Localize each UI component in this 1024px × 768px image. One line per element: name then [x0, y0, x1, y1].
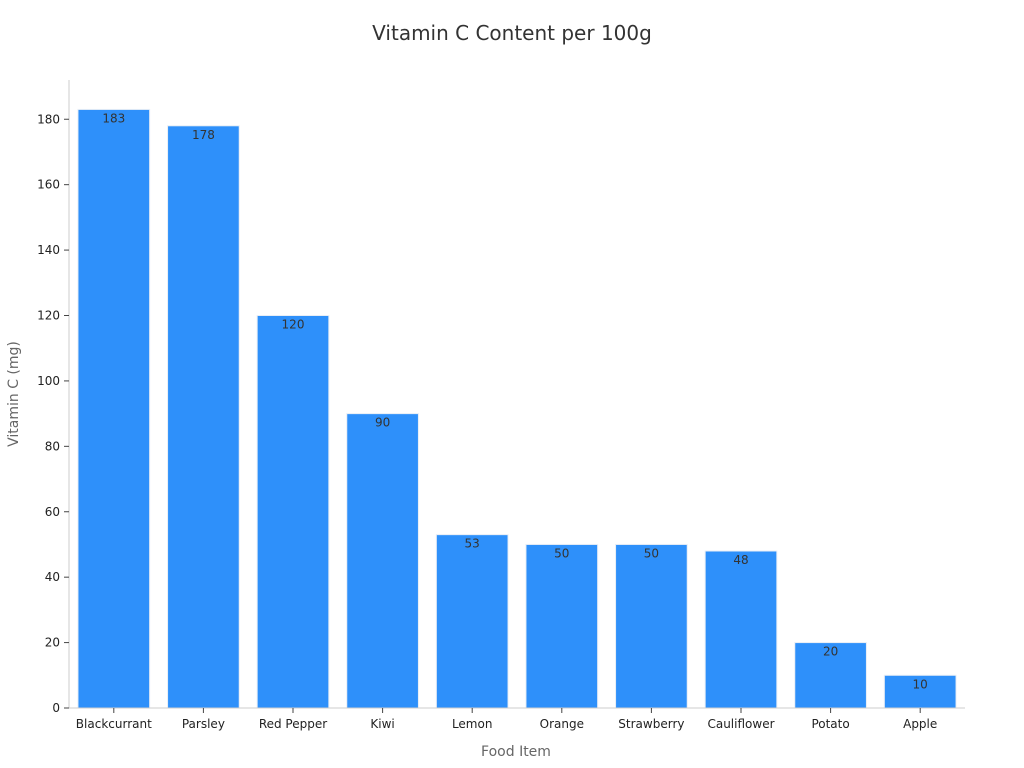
y-tick-label: 40	[45, 570, 60, 584]
x-tick-label: Cauliflower	[707, 717, 774, 731]
data-label: 50	[644, 546, 659, 560]
bar-apple	[883, 674, 957, 709]
data-label: 183	[102, 111, 125, 125]
y-axis-label: Vitamin C (mg)	[6, 341, 22, 447]
bar-potato	[794, 642, 867, 709]
y-tick-label: 160	[37, 178, 60, 192]
x-tick-label: Orange	[540, 717, 584, 731]
y-tick-label: 80	[45, 439, 60, 453]
y-tick-label: 0	[52, 701, 60, 715]
bar-kiwi	[346, 413, 419, 709]
bar-parsley	[167, 125, 240, 709]
x-tick-label: Strawberry	[618, 717, 684, 731]
data-label: 10	[913, 677, 928, 691]
data-label: 178	[192, 128, 215, 142]
bar-cauliflower	[704, 550, 778, 709]
y-tick-label: 60	[45, 505, 60, 519]
bars-layer	[77, 108, 957, 709]
x-tick-label: Kiwi	[370, 717, 394, 731]
data-labels-layer: 183 178 120 90 53 50 50 48 20 10	[102, 111, 927, 691]
data-label: 90	[375, 416, 390, 430]
data-label: 50	[554, 546, 569, 560]
bar-blackcurrant	[77, 108, 151, 709]
x-axis-ticks: Blackcurrant Parsley Red Pepper Kiwi Lemon Or…	[76, 708, 937, 731]
data-label: 20	[823, 645, 838, 659]
bar-red-pepper	[256, 315, 330, 709]
x-tick-label: Red Pepper	[259, 717, 327, 731]
data-label: 53	[465, 537, 480, 551]
chart-title: Vitamin C Content per 100g	[372, 21, 652, 45]
y-tick-label: 20	[45, 636, 60, 650]
y-tick-label: 120	[37, 309, 60, 323]
x-axis-label: Food Item	[481, 744, 551, 760]
bar-strawberry	[615, 543, 688, 709]
data-label: 120	[282, 318, 305, 332]
x-tick-label: Parsley	[182, 717, 225, 731]
x-tick-label: Potato	[811, 717, 849, 731]
bar-lemon	[435, 534, 509, 709]
y-tick-label: 140	[37, 243, 60, 257]
bar-orange	[525, 543, 599, 709]
x-tick-label: Apple	[903, 717, 937, 731]
x-tick-label: Blackcurrant	[76, 717, 152, 731]
y-tick-label: 180	[37, 112, 60, 126]
y-axis-ticks: 0 20 40 60 80 100 120 140 160 180	[37, 112, 69, 715]
x-tick-label: Lemon	[452, 717, 493, 731]
data-label: 48	[733, 553, 748, 567]
y-tick-label: 100	[37, 374, 60, 388]
